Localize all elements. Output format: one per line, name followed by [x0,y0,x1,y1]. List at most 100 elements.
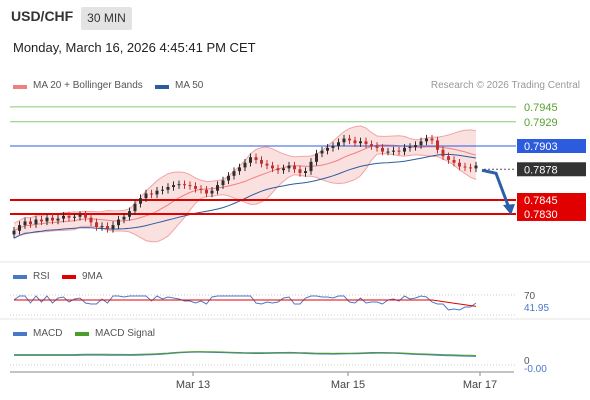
rsi-ma-legend-label: 9MA [82,271,103,282]
candle-body [150,193,153,195]
macd-zero-label: 0 [524,356,530,367]
candle-body [265,163,269,166]
candle-body [408,146,412,148]
level-label: 0.7929 [524,117,558,129]
candle-body [469,167,472,169]
candle-body [414,145,417,147]
candle-body [359,141,362,144]
candle-body [100,226,104,228]
candle-body [441,149,445,157]
candle-body [122,216,126,220]
candle-body [95,222,98,227]
candle-body [243,162,247,168]
macd-signal-legend-swatch [75,332,89,336]
candle-body [282,168,285,171]
candle-body [238,167,241,172]
candle-body [172,185,175,187]
candle-body [419,141,423,146]
rsi-ma-legend-swatch [62,275,76,279]
candle-body [353,140,357,144]
candle-body [458,162,461,167]
x-tick-label: Mar 17 [463,379,497,391]
candle-body [144,193,148,199]
candle-body [452,159,456,163]
candle-body [298,169,302,173]
candle-body [188,185,192,187]
candle-body [84,214,87,218]
level-box-label: 0.7845 [524,195,558,207]
timeframe-button[interactable]: 30 MIN [81,7,132,30]
candle-body [210,190,214,194]
candle-body [276,168,280,171]
candle-body [166,186,170,190]
candle-body [392,150,395,152]
x-tick-label: Mar 15 [331,379,365,391]
candle-body [386,151,390,153]
rsi-level-label: 70 [524,291,536,302]
bollinger-band [14,125,476,242]
ma50-legend-swatch [155,85,169,89]
candle-body [216,185,219,191]
candle-body [348,138,351,141]
candle-body [67,215,71,218]
candle-body [304,171,307,173]
candle-body [320,150,324,154]
current-price-box [517,162,586,177]
candle-body [133,203,137,212]
candle-body [271,165,274,169]
candle-body [447,156,450,160]
level-box [517,206,586,221]
ma20-legend-label: MA 20 + Bollinger Bands [33,80,143,91]
candle-body [205,189,208,194]
candle-body [232,171,236,176]
candle-body [51,217,54,221]
forecast-arrowhead [503,204,515,215]
candle-body [309,161,313,172]
credit-label: Research © 2026 Trading Central [430,80,580,91]
level-box [517,139,586,153]
ma50-legend-label: MA 50 [175,80,204,91]
level-box-label: 0.7903 [524,141,558,153]
candle-body [337,142,340,146]
candle-body [370,144,373,146]
current-price-label: 0.7878 [524,164,558,176]
candle-body [183,184,186,186]
candle-body [403,147,406,152]
candle-body [106,226,109,229]
macd-value-label: -0.00 [524,364,547,375]
candle-body [221,180,225,186]
candle-body [331,146,335,148]
candle-body [463,166,467,168]
candle-body [199,188,203,190]
candle-body [40,219,43,222]
candle-body [260,159,263,164]
candle-body [117,219,120,226]
candle-body [436,140,439,150]
candle-body [111,225,115,229]
candle-body [56,218,60,221]
candle-body [161,189,164,191]
x-tick-label: Mar 13 [176,379,210,391]
rsi-legend-label: RSI [33,271,50,282]
candle-body [73,216,76,218]
rsi-legend-swatch [13,275,27,279]
candle-body [194,186,197,189]
candle-body [29,221,32,225]
bollinger-lower [13,152,477,243]
candle-body [364,141,368,145]
macd-signal-line [14,351,477,356]
rsi-line [13,295,477,311]
candle-body [177,184,181,186]
candle-body [342,138,346,143]
macd-legend-label: MACD [33,328,63,339]
candle-body [430,138,434,141]
candle-body [34,219,38,225]
forecast-arrow [481,168,511,209]
candle-body [12,230,16,235]
candle-body [62,215,65,219]
candle-body [375,146,379,148]
candle-body [23,221,27,226]
candle-body [254,157,258,160]
